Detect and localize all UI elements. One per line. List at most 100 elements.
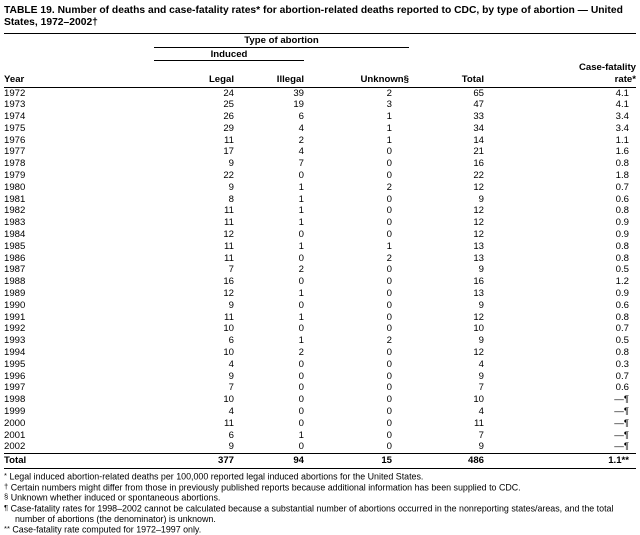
cell-year: 1995	[4, 358, 26, 370]
cell-legal: 11	[224, 217, 234, 229]
footnote-marker: *	[4, 471, 7, 480]
table-row: 1991 11 1 0 12 0.8	[4, 312, 636, 324]
cell-case-fatality-rate: 0.8	[615, 205, 629, 217]
cell-year: 1984	[4, 229, 26, 241]
table-row: 2000 11 0 0 11 —¶	[4, 418, 636, 430]
cell-case-fatality-rate: 1.1	[615, 134, 629, 146]
cell-case-fatality-rate: 0.6	[615, 193, 629, 205]
cell-illegal: 2	[298, 134, 304, 146]
cell-unknown: 0	[386, 205, 392, 217]
cell-illegal: 0	[298, 276, 304, 288]
table-row: 1981 8 1 0 9 0.6	[4, 194, 636, 206]
table-row: 1976 11 2 1 14 1.1	[4, 135, 636, 147]
cell-case-fatality-rate: 0.9	[615, 217, 629, 229]
cell-illegal: 0	[298, 441, 304, 453]
cell-legal: 7	[228, 264, 234, 276]
footnote-marker: †	[4, 481, 9, 491]
column-header-illegal: Illegal	[234, 60, 304, 88]
cell-unknown: 0	[386, 276, 392, 288]
cell-illegal: 1	[298, 193, 304, 205]
cell-unknown: 0	[386, 229, 392, 241]
spacer-cell	[409, 33, 636, 47]
table-row: 1988 16 0 0 16 1.2	[4, 276, 636, 288]
table-row: 1975 29 4 1 34 3.4	[4, 123, 636, 135]
cell-illegal: 0	[298, 252, 304, 264]
table-row: 1986 11 0 2 13 0.8	[4, 253, 636, 265]
table-row: 1990 9 0 0 9 0.6	[4, 300, 636, 312]
cell-case-fatality-rate: 0.8	[615, 240, 629, 252]
cell-illegal: 0	[298, 170, 304, 182]
cell-case-fatality-rate: 0.6	[615, 299, 629, 311]
footnote-text: Case-fatality rate computed for 1972–199…	[12, 524, 202, 535]
table-row: 1999 4 0 0 4 —¶	[4, 406, 636, 418]
cell-case-fatality-rate: 0.6	[615, 382, 629, 394]
cell-legal: 4	[228, 406, 234, 418]
cell-legal: 8	[228, 193, 234, 205]
cell-legal: 9	[228, 299, 234, 311]
cell-unknown: 0	[386, 158, 392, 170]
cell-legal: 9	[228, 441, 234, 453]
cell-case-fatality-rate: 0.7	[615, 181, 629, 193]
cell-unknown: 0	[386, 441, 392, 453]
footnote: † Certain numbers might differ from thos…	[4, 482, 636, 493]
cell-illegal: 39	[293, 87, 304, 99]
cell-case-fatality-rate: —¶	[614, 441, 629, 453]
cell-case-fatality-rate: 0.7	[615, 323, 629, 335]
cell-legal: 10	[223, 394, 234, 406]
cell-unknown: 0	[386, 406, 392, 418]
cell-illegal: 0	[298, 358, 304, 370]
total-cell-label: Total	[4, 453, 154, 469]
cell-year: 1974	[4, 111, 26, 123]
cell-legal: 16	[223, 276, 234, 288]
table-row: 1998 10 0 0 10 —¶	[4, 394, 636, 406]
cell-total: 12	[473, 181, 484, 193]
cell-year: 2002	[4, 441, 26, 453]
cell-case-fatality-rate: 0.7	[615, 370, 629, 382]
cell-total: 12	[473, 311, 484, 323]
total-cell-unknown: 15	[304, 453, 409, 469]
cell-year: 1980	[4, 181, 26, 193]
cell-case-fatality-rate: 1.2	[615, 276, 629, 288]
cell-illegal: 1	[298, 429, 304, 441]
cell-illegal: 19	[293, 99, 304, 111]
cell-unknown: 1	[386, 111, 392, 123]
cell-total: 47	[473, 99, 484, 111]
cell-total: 9	[478, 264, 484, 276]
cell-year: 1983	[4, 217, 26, 229]
cell-case-fatality-rate: 0.8	[615, 311, 629, 323]
table-title: TABLE 19. Number of deaths and case-fata…	[4, 5, 623, 29]
cell-legal: 11	[224, 205, 234, 217]
cell-case-fatality-rate: 0.9	[615, 229, 629, 241]
cell-total: 34	[473, 122, 484, 134]
table-body: 1972 24 39 2 65 4.1 1973 25 19 3 47 4.1 …	[4, 87, 636, 454]
cell-year: 1972	[4, 87, 26, 99]
table-row: 1983 11 1 0 12 0.9	[4, 217, 636, 229]
cell-unknown: 1	[386, 240, 392, 252]
table-row: 1979 22 0 0 22 1.8	[4, 170, 636, 182]
cell-legal: 9	[228, 158, 234, 170]
table-row: 1993 6 1 2 9 0.5	[4, 335, 636, 347]
cell-total: 16	[473, 158, 484, 170]
cell-total: 12	[473, 217, 484, 229]
cell-illegal: 7	[298, 158, 304, 170]
cell-total: 9	[478, 441, 484, 453]
spanner-type-of-abortion: Type of abortion	[154, 33, 409, 48]
data-table: Type of abortion Induced Year Legal Ille…	[4, 32, 636, 469]
cell-illegal: 1	[298, 288, 304, 300]
cell-case-fatality-rate: —¶	[614, 429, 629, 441]
total-cell-total: 486	[409, 453, 484, 469]
cell-total: 11	[474, 417, 484, 429]
cell-total: 12	[473, 229, 484, 241]
cell-total: 4	[478, 358, 484, 370]
cell-illegal: 0	[298, 323, 304, 335]
cell-total: 10	[473, 394, 484, 406]
table-row: 1995 4 0 0 4 0.3	[4, 359, 636, 371]
column-header-case-fatality-rate: Case-fatality rate*	[484, 60, 636, 88]
cell-unknown: 0	[386, 217, 392, 229]
column-header-row: Year Legal Illegal Unknown§ Total Case-f…	[4, 60, 636, 88]
cell-legal: 26	[223, 111, 234, 123]
cell-illegal: 0	[298, 382, 304, 394]
cell-case-fatality-rate: 3.4	[615, 122, 629, 134]
cell-legal: 12	[223, 229, 234, 241]
